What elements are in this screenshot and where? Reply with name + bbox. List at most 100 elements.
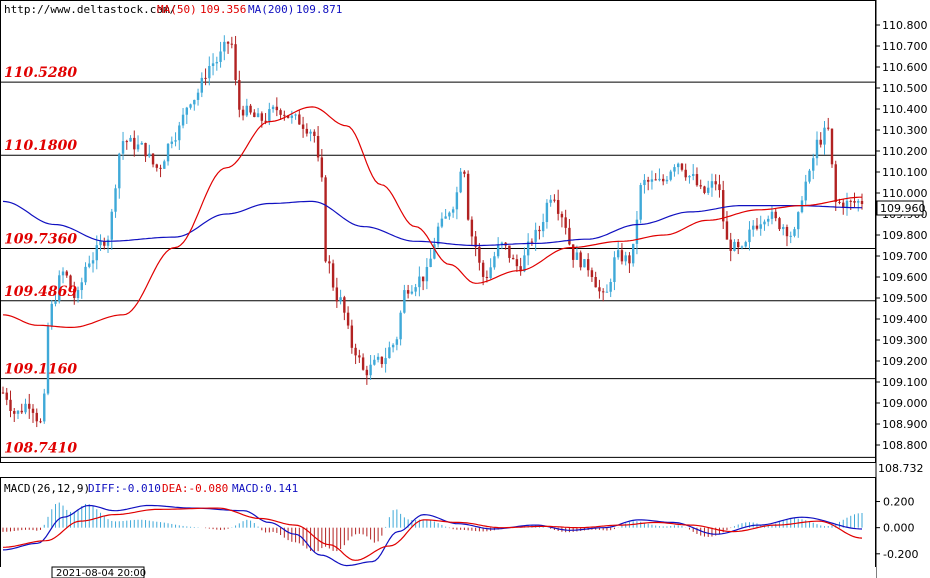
candle-body [571, 244, 575, 260]
candle-body [369, 364, 372, 376]
candle-body [601, 291, 605, 293]
candle-body [286, 115, 290, 118]
candle-body [508, 245, 511, 258]
candle-body [455, 192, 459, 210]
candle-body [114, 188, 117, 212]
candle-body [763, 221, 766, 225]
candle-body [669, 171, 672, 180]
candle-body [264, 120, 267, 122]
candle-body [729, 239, 732, 251]
candle-body [425, 267, 429, 282]
candle-body [253, 112, 256, 118]
bottom-price: 108.732 [878, 462, 924, 475]
candle-body [793, 229, 796, 236]
candle-body [178, 125, 181, 141]
candle-body [13, 410, 16, 414]
candle-body [249, 105, 252, 113]
candle-body [526, 241, 530, 256]
candle-body [95, 245, 98, 261]
candle-body [35, 412, 38, 422]
candle-body [478, 246, 481, 263]
candle-body [549, 199, 552, 203]
candle-body [433, 244, 436, 259]
candle-body [643, 179, 646, 186]
candle-body [782, 226, 785, 230]
candle-body [500, 242, 504, 245]
candle-body [785, 226, 789, 237]
candle-body [211, 63, 215, 66]
candle-body [223, 41, 226, 52]
candlesticks [1, 35, 864, 428]
candle-body [208, 65, 211, 79]
candle-body [676, 163, 680, 168]
candle-body [421, 276, 425, 282]
macd-tick-label: 0.200 [883, 496, 915, 509]
price-tick-label: 108.800 [882, 439, 928, 452]
price-tick-label: 110.700 [882, 40, 928, 53]
macd-tick-label: -0.200 [883, 548, 918, 561]
candle-body [185, 107, 189, 115]
macd-diff-line [2, 504, 863, 567]
candle-body [429, 258, 432, 268]
candle-body [399, 312, 402, 340]
candle-body [193, 99, 196, 105]
candle-body [586, 259, 590, 271]
candle-body [688, 175, 691, 178]
level-label: 108.7410 [4, 440, 77, 456]
candle-body [350, 325, 354, 348]
price-tick-label: 109.300 [882, 334, 928, 347]
candle-body [440, 218, 444, 227]
macd-panel [0, 477, 876, 568]
time-label-box [51, 566, 145, 578]
candle-body [9, 399, 12, 411]
price-tick-label: 110.500 [882, 82, 928, 95]
price-tick-label: 109.100 [882, 376, 928, 389]
candle-body [84, 266, 87, 283]
candle-body [88, 263, 91, 267]
candle-body [256, 113, 260, 118]
candle-body [298, 114, 301, 125]
candle-body [121, 141, 125, 154]
price-tick-label: 109.500 [882, 292, 928, 305]
ma50-line [2, 106, 862, 328]
candle-body [699, 185, 702, 187]
candle-body [414, 287, 417, 292]
candle-body [20, 410, 23, 413]
price-tick-label: 110.200 [882, 145, 928, 158]
candle-body [260, 113, 264, 121]
price-ticks: 110.800 110.700 110.600 110.500 110.400 110.3… [876, 19, 928, 452]
macd-label: MACD(26,12,9) [4, 482, 90, 495]
candle-body [230, 43, 234, 45]
candle-body [692, 174, 695, 176]
candle-body [215, 61, 219, 64]
candle-body [316, 135, 320, 158]
candle-body [136, 144, 140, 150]
candle-body [583, 259, 586, 268]
time-axis [0, 567, 876, 578]
candle-body [463, 171, 466, 174]
candle-body [354, 347, 357, 356]
candle-body [335, 287, 339, 302]
candle-body [523, 255, 526, 272]
candle-body [410, 291, 414, 294]
candle-body [110, 211, 113, 240]
price-tick-label: 110.300 [882, 124, 928, 137]
candle-body [815, 139, 819, 159]
candle-body [474, 236, 477, 247]
candle-body [80, 282, 83, 291]
candle-body [620, 250, 624, 262]
candle-body [331, 263, 335, 288]
candle-body [294, 114, 297, 116]
candle-body [234, 44, 237, 81]
candle-body [819, 139, 822, 145]
candle-body [684, 169, 687, 178]
level-label: 109.4869 [4, 284, 77, 300]
price-tick-label: 109.600 [882, 271, 928, 284]
candle-body [628, 255, 631, 264]
candle-body [489, 267, 492, 278]
ma200-line [2, 200, 862, 247]
candle-body [76, 290, 80, 298]
candle-body [485, 276, 489, 278]
candle-body [320, 157, 324, 178]
candle-body [575, 252, 579, 260]
